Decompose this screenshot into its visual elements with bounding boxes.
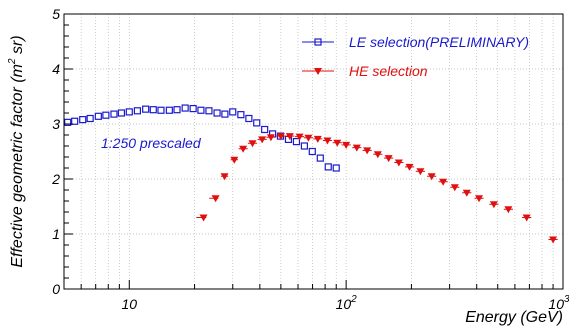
plot-frame [63,13,564,290]
le-point [245,114,253,123]
he-point [220,173,229,181]
he-point [323,137,332,145]
he-point [394,159,403,167]
he-point [427,173,436,181]
legend-le-marker [314,38,322,46]
he-point [239,145,248,153]
le-point [142,105,150,113]
legend: LE selection(PRELIMINARY) HE selection [302,34,529,79]
le-point [117,109,126,117]
x-tick-label-base: 10 [336,296,352,312]
le-point [205,107,213,115]
le-point [324,163,332,171]
y-tick-label: 2 [51,171,60,187]
legend-entry-le: LE selection(PRELIMINARY) [302,34,529,50]
he-point [504,206,513,214]
grid [64,14,563,289]
le-point [316,154,324,162]
he-point [450,184,459,192]
le-point [261,125,269,134]
he-point [462,189,471,197]
le-point [181,104,189,112]
le-point [86,114,94,123]
le-point [102,111,110,119]
le-point [110,110,118,118]
he-point [522,214,531,222]
he-point [549,236,558,244]
tick-labels: 01234510102103 [51,6,569,312]
y-tick-label: 5 [52,6,60,22]
y-axis-title: Effective geometric factor (m2 sr) [7,35,26,267]
he-point [230,156,239,164]
legend-entry-he: HE selection [302,63,428,79]
axis-ticks [63,13,554,290]
x-tick-label-exp: 2 [350,294,357,305]
legend-he-marker [314,68,322,75]
he-point [475,195,484,203]
he-point [439,178,448,186]
he-point [416,168,425,176]
he-point [258,136,267,144]
legend-le-label: LE selection(PRELIMINARY) [349,34,529,50]
y-tick-label: 3 [52,116,60,132]
y-axis-title-tail: sr) [9,35,26,58]
le-point [213,109,221,117]
le-point [197,106,205,114]
y-axis-title-main: Effective geometric factor (m [9,64,26,268]
he-point [266,134,275,142]
he-point [405,163,414,171]
le-point [221,110,229,118]
le-point [157,106,165,114]
le-point [79,115,87,124]
y-tick-label: 0 [52,281,60,297]
prescale-annotation: 1:250 prescaled [101,135,202,151]
x-axis-title: Energy (GeV) [465,309,563,326]
he-point [333,139,342,147]
he-point [304,134,313,142]
le-point [229,108,237,116]
x-tick-label: 103 [548,294,569,312]
le-point [332,164,340,172]
he-point [313,135,322,143]
le-point [173,106,181,114]
x-tick-label: 10 [121,296,137,312]
he-point [363,147,372,155]
le-point [237,111,245,119]
he-point [211,195,220,203]
he-point [373,151,382,159]
le-point [308,147,316,156]
y-tick-label: 1 [52,226,60,242]
le-point [292,138,301,146]
y-tick-label: 4 [52,61,60,77]
he-point [285,133,294,141]
x-tick-label-exp: 3 [564,294,569,305]
he-point [199,214,208,222]
he-point [342,141,351,149]
legend-he-label: HE selection [349,63,428,79]
le-point [94,112,102,120]
x-tick-label: 102 [336,294,358,312]
le-point [64,118,72,126]
le-point [300,142,309,150]
le-point [133,107,141,115]
y-axis-title-sup: 2 [7,58,18,65]
le-point [125,108,133,116]
x-tick-label-base: 10 [121,296,137,312]
le-point [149,106,157,114]
le-point [253,119,261,127]
le-point [165,106,173,114]
he-point [489,201,498,209]
he-point [352,144,361,152]
he-point [276,133,285,141]
he-point [248,140,257,148]
le-point [189,104,197,113]
he-point [384,155,393,163]
series-layer [64,104,558,244]
le-point [71,117,79,125]
he-point [295,133,304,141]
x-tick-label-base: 10 [548,296,564,312]
